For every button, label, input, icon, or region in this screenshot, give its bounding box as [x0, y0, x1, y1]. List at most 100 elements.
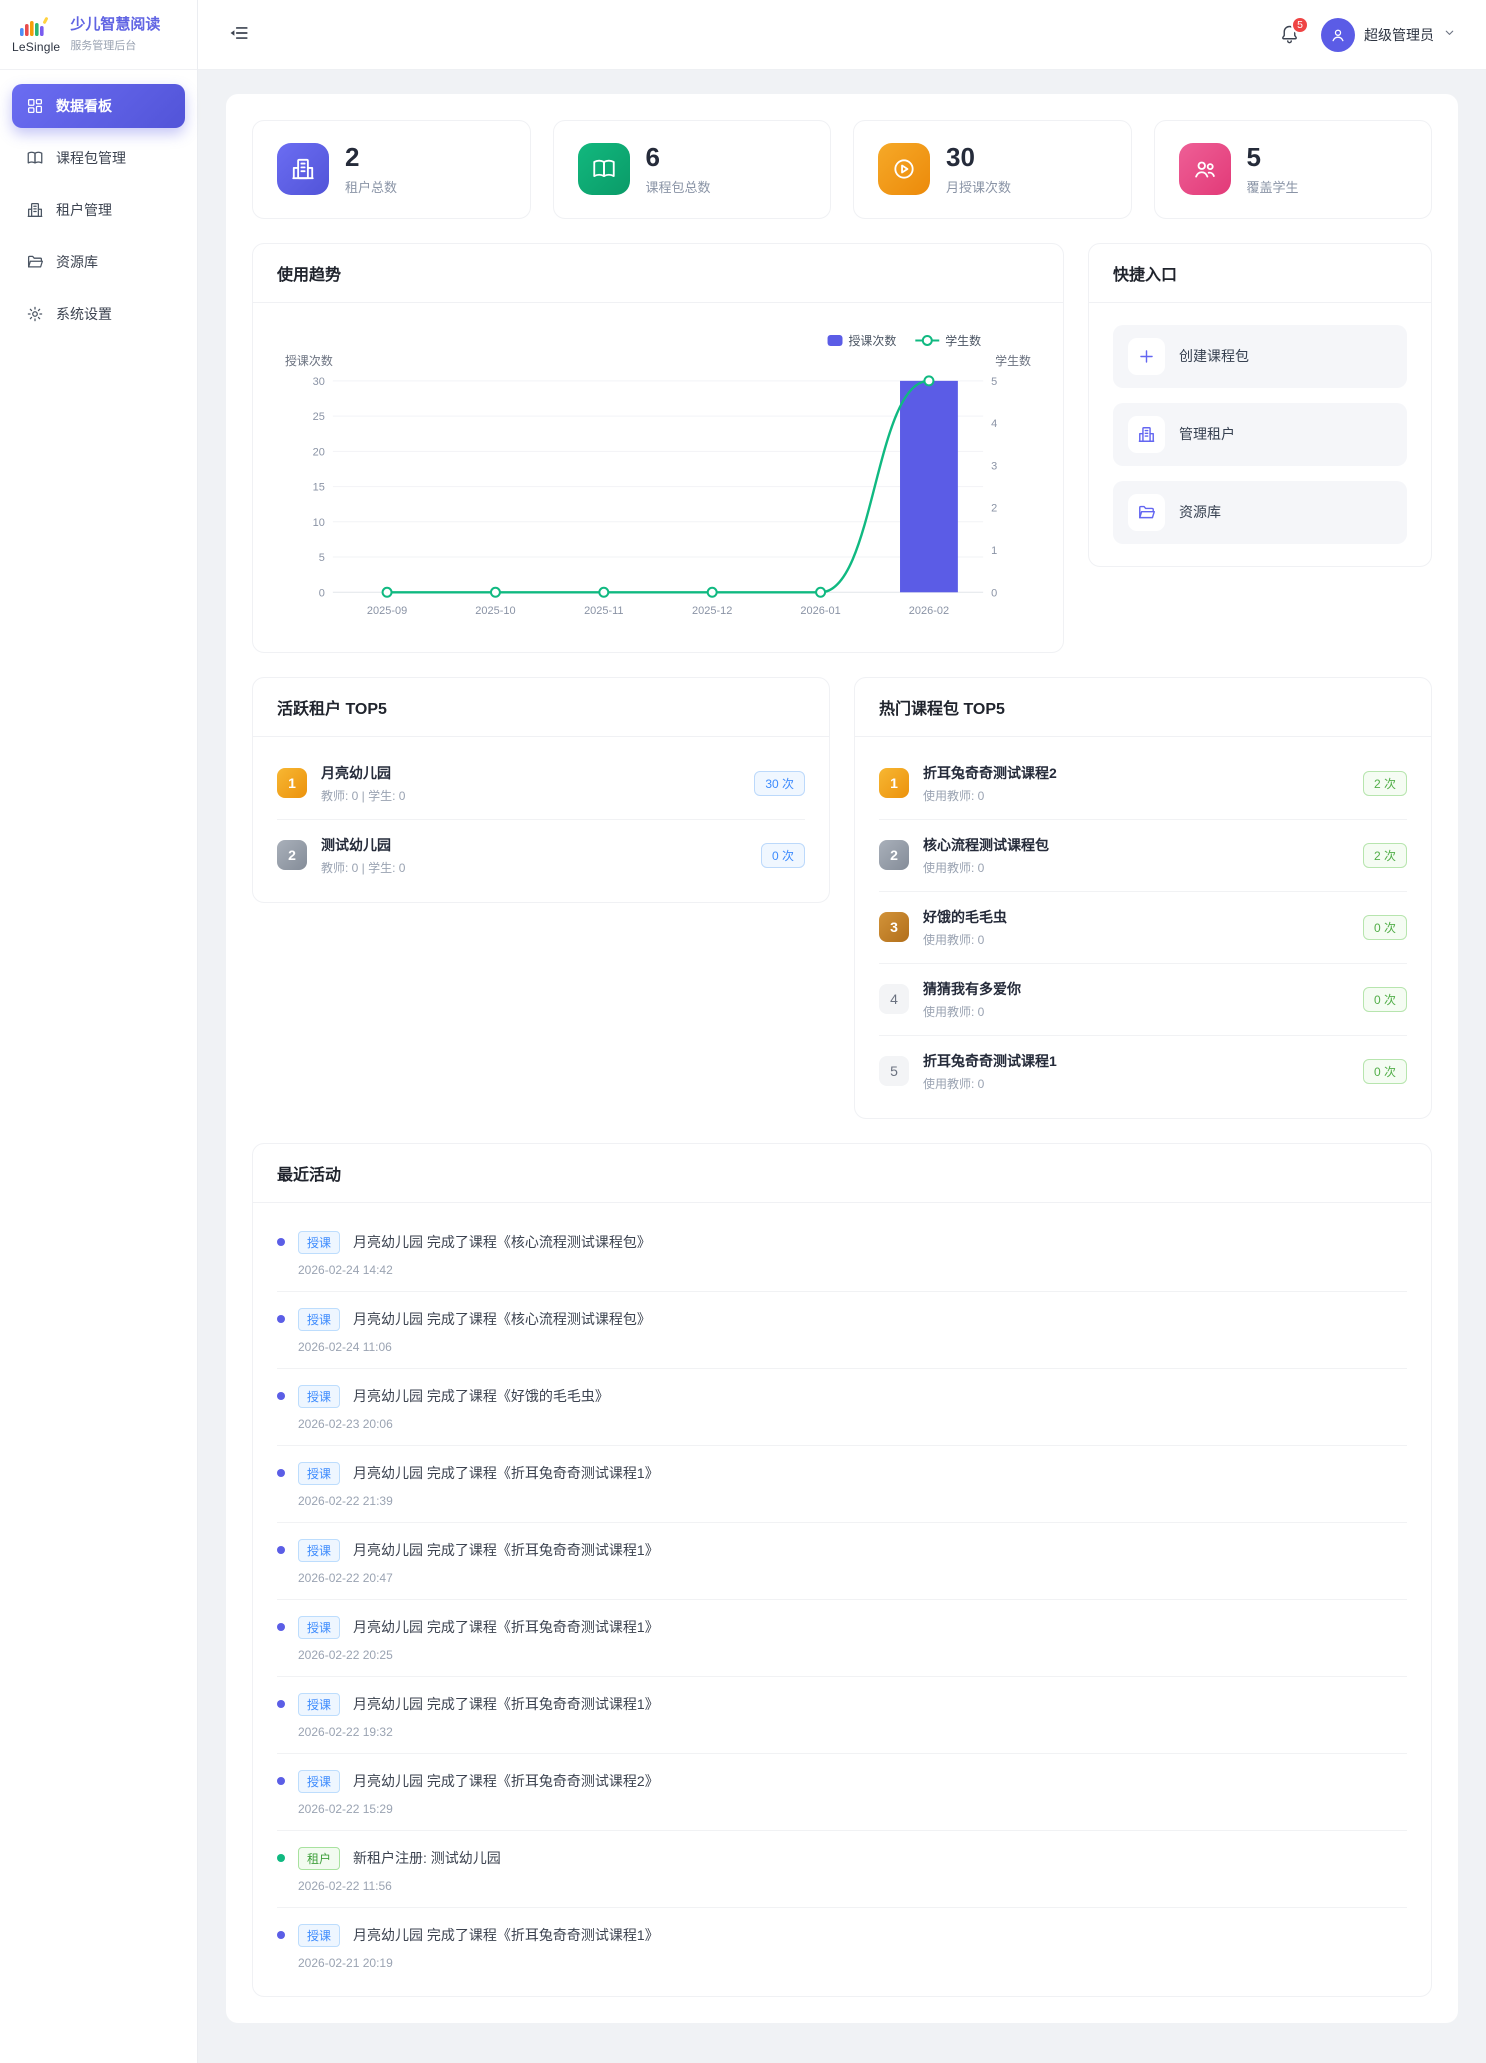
activity-tag: 授课 — [298, 1769, 341, 1793]
notification-badge: 5 — [1291, 15, 1309, 34]
user-icon — [1332, 29, 1344, 41]
sidebar-collapse-button[interactable] — [228, 22, 254, 48]
activity-time: 2026-02-23 20:06 — [298, 1416, 393, 1431]
activity-text: 月亮幼儿园 完成了课程《折耳兔奇奇测试课程1》 — [353, 1465, 659, 1482]
package-rank-row: 3 好饿的毛毛虫 使用教师: 0 0 次 — [879, 892, 1407, 964]
svg-text:授课次数[interactable]: 授课次数 — [848, 333, 896, 348]
activity-dot — [277, 1392, 285, 1401]
activity-tag: 授课 — [298, 1538, 341, 1562]
sidebar-item-resources[interactable]: 资源库 — [12, 240, 185, 284]
user-menu[interactable]: 超级管理员 — [1321, 17, 1456, 52]
dashboard-grid-icon — [27, 98, 43, 114]
active-tenants-title: 活跃租户 TOP5 — [277, 700, 387, 718]
plus-icon — [1128, 337, 1165, 375]
activity-item: 授课 月亮幼儿园 完成了课程《核心流程测试课程包》 2026-02-24 11:0… — [277, 1292, 1407, 1369]
quick-entry-label: 创建课程包 — [1179, 348, 1249, 365]
logo-name: LeSingle — [12, 39, 61, 54]
app-subtitle: 服务管理后台 — [70, 39, 137, 52]
recent-activity-card: 最近活动 授课 月亮幼儿园 完成了课程《核心流程测试课程包》 2026-02-24… — [252, 1142, 1432, 1997]
sidebar-item-label: 系统设置 — [56, 306, 112, 322]
tenant-meta: 教师: 0 | 学生: 0 — [321, 788, 406, 803]
stat-value: 5 — [1246, 142, 1261, 172]
stats-row: 2 租户总数 6 课程包总数 — [252, 120, 1432, 219]
package-name: 折耳兔奇奇测试课程1 — [923, 1052, 1057, 1069]
package-meta: 使用教师: 0 — [923, 1076, 985, 1091]
lesson-count-badge: 30 次 — [754, 770, 805, 796]
stat-card-students: 5 覆盖学生 — [1153, 120, 1432, 219]
folder-icon — [27, 255, 43, 268]
sidebar-item-tenants[interactable]: 租户管理 — [12, 188, 185, 232]
quick-entry-resources[interactable]: 资源库 — [1113, 480, 1407, 544]
stat-value: 30 — [946, 142, 975, 172]
activity-tag: 授课 — [298, 1384, 341, 1408]
activity-item: 授课 月亮幼儿园 完成了课程《折耳兔奇奇测试课程1》 2026-02-22 20:… — [277, 1523, 1407, 1600]
svg-text:2025-12: 2025-12 — [692, 605, 732, 617]
users-icon — [1178, 143, 1231, 196]
package-rank-row: 2 核心流程测试课程包 使用教师: 0 2 次 — [879, 820, 1407, 892]
sidebar-item-dashboard[interactable]: 数据看板 — [12, 84, 185, 128]
activity-tag: 授课 — [298, 1615, 341, 1639]
tenant-rank-row: 2 测试幼儿园 教师: 0 | 学生: 0 0 次 — [277, 820, 805, 880]
activity-time: 2026-02-22 19:32 — [298, 1724, 393, 1739]
activity-time: 2026-02-24 14:42 — [298, 1262, 393, 1277]
legend-bar-swatch[interactable] — [827, 334, 843, 346]
activity-dot — [277, 1777, 285, 1786]
activity-item: 授课 月亮幼儿园 完成了课程《折耳兔奇奇测试课程1》 2026-02-22 20:… — [277, 1600, 1407, 1677]
package-name: 折耳兔奇奇测试课程2 — [923, 764, 1057, 781]
activity-time: 2026-02-22 20:47 — [298, 1570, 393, 1585]
main-area: 5 超级管理员 — [198, 0, 1486, 2063]
lesson-count-badge: 0 次 — [760, 842, 805, 868]
usage-count-badge: 0 次 — [1362, 1058, 1407, 1084]
usage-trend-chart: 0 5 10 15 20 25 30 0 1 2 3 4 5 授课次数 学生数 2025-09 2025-10 2… — [277, 325, 1039, 630]
svg-text:1: 1 — [991, 545, 997, 557]
trend-row: 使用趋势 0 5 10 15 20 25 30 0 1 2 3 4 5 授课次数 学生数 2025-09 202… — [252, 242, 1432, 653]
tenant-name: 测试幼儿园 — [321, 836, 391, 853]
sidebar-nav: 数据看板 课程包管理 租户管理 — [0, 70, 197, 350]
package-rank-row: 4 猜猜我有多爱你 使用教师: 0 0 次 — [879, 964, 1407, 1036]
quick-entry-label: 管理租户 — [1179, 426, 1235, 443]
app-title: 少儿智慧阅读 — [70, 16, 161, 34]
logo: LeSingle 少儿智慧阅读 服务管理后台 — [0, 0, 197, 70]
stat-value: 6 — [645, 142, 660, 172]
activity-time: 2026-02-24 11:06 — [298, 1339, 392, 1354]
sidebar-item-settings[interactable]: 系统设置 — [12, 292, 185, 336]
svg-text:20: 20 — [313, 446, 325, 458]
sidebar-item-course-packages[interactable]: 课程包管理 — [12, 136, 185, 180]
activity-dot — [277, 1700, 285, 1709]
page-content: 2 租户总数 6 课程包总数 — [198, 70, 1486, 2063]
quick-entry-manage-tenants[interactable]: 管理租户 — [1113, 402, 1407, 466]
dashboard-card: 2 租户总数 6 课程包总数 — [226, 94, 1458, 2023]
recent-activity-title: 最近活动 — [277, 1166, 342, 1184]
svg-text:2: 2 — [991, 502, 997, 514]
quick-entry-create-package[interactable]: 创建课程包 — [1113, 324, 1407, 388]
activity-text: 月亮幼儿园 完成了课程《核心流程测试课程包》 — [353, 1234, 651, 1251]
svg-text:3: 3 — [991, 460, 997, 472]
activity-tag: 授课 — [298, 1230, 341, 1254]
activity-tag: 租户 — [298, 1846, 341, 1870]
activity-text: 月亮幼儿园 完成了课程《核心流程测试课程包》 — [353, 1311, 651, 1328]
quick-entry-label: 资源库 — [1179, 504, 1221, 521]
notification-bell-button[interactable]: 5 — [1279, 15, 1309, 47]
activity-item: 授课 月亮幼儿园 完成了课程《折耳兔奇奇测试课程2》 2026-02-22 15:… — [277, 1754, 1407, 1831]
stat-card-packages: 6 课程包总数 — [552, 120, 831, 219]
activity-dot — [277, 1315, 285, 1324]
rank-badge: 5 — [879, 1056, 909, 1087]
tenant-rank-row: 1 月亮幼儿园 教师: 0 | 学生: 0 30 次 — [277, 759, 805, 820]
package-meta: 使用教师: 0 — [923, 1004, 985, 1019]
svg-text:学生数[interactable]: 学生数 — [945, 333, 981, 348]
activity-text: 月亮幼儿园 完成了课程《折耳兔奇奇测试课程1》 — [353, 1619, 659, 1636]
activity-dot — [277, 1931, 285, 1940]
avatar — [1321, 17, 1355, 52]
activity-dot — [277, 1546, 285, 1555]
svg-text:10: 10 — [313, 516, 325, 528]
svg-text:学生数: 学生数 — [995, 352, 1031, 367]
hot-packages-title: 热门课程包 TOP5 — [879, 700, 1005, 718]
rank-badge: 1 — [879, 768, 909, 799]
sidebar: LeSingle 少儿智慧阅读 服务管理后台 数据看板 — [0, 0, 198, 2063]
svg-text:25: 25 — [313, 411, 325, 423]
active-tenants-card: 活跃租户 TOP5 1 月亮幼儿园 教师: 0 | 学生: 0 30 次 — [252, 676, 830, 903]
svg-text:5: 5 — [991, 375, 997, 387]
chevron-down-icon — [1443, 26, 1456, 44]
tenant-name: 月亮幼儿园 — [321, 764, 391, 781]
